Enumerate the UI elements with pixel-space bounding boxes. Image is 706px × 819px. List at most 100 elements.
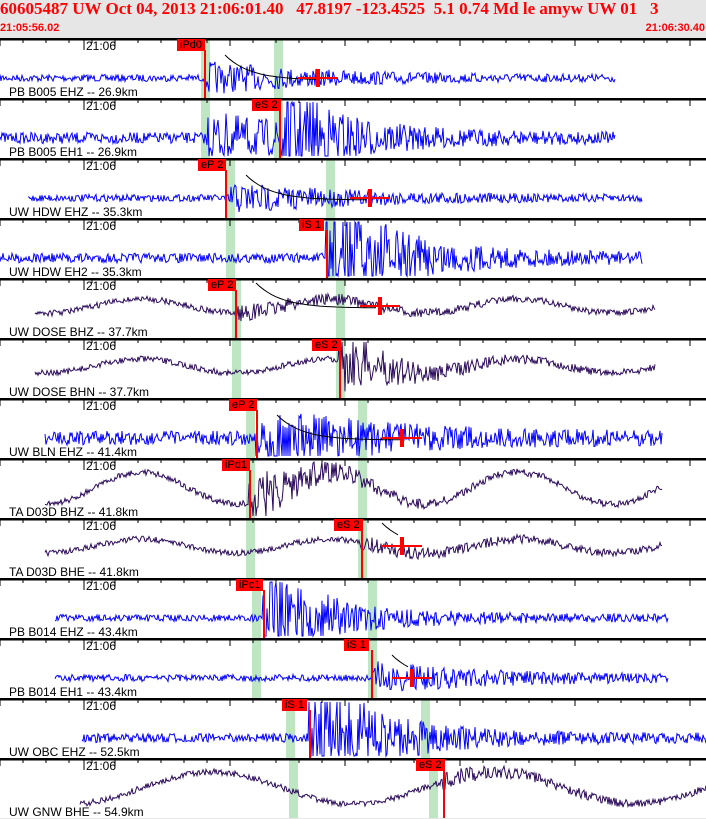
pick-label[interactable]: iPc1 — [236, 579, 264, 591]
pick-label[interactable]: eS 2 — [334, 519, 363, 531]
s-window — [429, 758, 438, 818]
pick-label[interactable]: eP 2 — [198, 159, 227, 171]
amplitude-bar — [410, 669, 414, 687]
waveform — [81, 701, 706, 758]
waveform-plot — [0, 278, 706, 338]
trace-row[interactable]: 21:06 UW OBC EHZ -- 52.5km iS 1 — [0, 698, 706, 759]
amplitude-bar — [400, 537, 404, 555]
time-label: 21:06 — [86, 459, 117, 473]
waveform — [27, 184, 643, 212]
time-label: 21:06 — [86, 519, 117, 533]
p-window — [226, 218, 235, 278]
waveform-plot — [0, 38, 706, 98]
event-title: 60605487 UW Oct 04, 2013 21:06:01.40 47.… — [0, 0, 659, 18]
station-label: TA D03D BHZ -- 41.8km — [9, 505, 139, 519]
p-window — [246, 398, 255, 458]
event-header: 60605487 UW Oct 04, 2013 21:06:01.40 47.… — [0, 0, 706, 38]
pick-label[interactable]: eS 2 — [312, 339, 341, 351]
seismogram-panel[interactable]: 21:06 PB B005 EHZ -- 26.9km iPd0 21:06 PB B0… — [0, 38, 706, 819]
time-label: 21:06 — [86, 759, 117, 773]
waveform — [0, 100, 616, 158]
pick-label[interactable]: eP 2 — [229, 399, 258, 411]
end-time: 21:06:30.40 — [645, 22, 705, 34]
waveform — [54, 661, 669, 692]
p-window — [232, 338, 241, 398]
waveform-plot — [0, 458, 706, 518]
waveform — [79, 764, 706, 809]
time-label: 21:06 — [86, 579, 117, 593]
pick-label[interactable]: iPd0 — [177, 39, 206, 51]
pick-label[interactable]: iS 1 — [282, 699, 307, 711]
coda-curve — [381, 522, 399, 536]
s-window — [336, 278, 345, 338]
s-window — [358, 458, 367, 518]
waveform — [44, 460, 663, 517]
trace-row[interactable]: 21:06 TA D03D BHZ -- 41.8km iPd1 — [0, 458, 706, 519]
waveform-plot — [0, 398, 706, 458]
waveform-plot — [0, 758, 706, 818]
amplitude-bar — [400, 429, 404, 447]
pick-label[interactable]: iS 1 — [299, 219, 324, 231]
amplitude-bar — [378, 297, 382, 315]
station-label: PB B005 EHZ -- 26.9km — [9, 85, 138, 99]
trace-row[interactable]: 21:06 UW DOSE BHZ -- 37.7km eP 2 — [0, 278, 706, 339]
pick-label[interactable]: eS 2 — [252, 99, 281, 111]
waveform-plot — [0, 98, 706, 158]
pick-label[interactable]: eS 2 — [416, 759, 445, 771]
time-label: 21:06 — [86, 279, 117, 293]
coda-curve — [245, 174, 366, 201]
pick-label[interactable]: iPd1 — [222, 459, 251, 471]
station-label: UW DOSE BHZ -- 37.7km — [9, 325, 148, 339]
trace-row[interactable]: 21:06 UW HDW EHZ -- 35.3km eP 2 — [0, 158, 706, 219]
pick-label[interactable]: eP 2 — [208, 279, 237, 291]
waveform — [34, 341, 656, 392]
trace-row[interactable]: 21:06 UW DOSE BHN -- 37.7km eS 2 — [0, 338, 706, 399]
station-label: PB B005 EH1 -- 26.9km — [9, 145, 138, 159]
pick-label[interactable]: iS 1 — [344, 639, 369, 651]
trace-row[interactable]: 21:06 UW HDW EH2 -- 35.3km iS 1 — [0, 218, 706, 279]
trace-row[interactable]: 21:06 UW BLN EHZ -- 41.4km eP 2 — [0, 398, 706, 459]
coda-curve — [276, 414, 401, 441]
s-window — [274, 38, 283, 98]
waveform — [0, 220, 643, 278]
waveform — [34, 292, 656, 322]
station-label: UW HDW EHZ -- 35.3km — [9, 205, 143, 219]
trace-row[interactable]: 21:06 TA D03D BHE -- 41.8km eS 2 — [0, 518, 706, 579]
waveform — [54, 581, 669, 638]
p-window — [246, 518, 255, 578]
start-time: 21:05:56.02 — [0, 22, 60, 34]
amplitude-bar — [368, 189, 372, 207]
station-label: PB B014 EH1 -- 43.4km — [9, 685, 138, 699]
station-label: UW OBC EHZ -- 52.5km — [9, 745, 140, 759]
station-label: UW DOSE BHN -- 37.7km — [9, 385, 150, 399]
time-label: 21:06 — [86, 339, 117, 353]
trace-row[interactable]: 21:06 PB B014 EHZ -- 43.4km iPc1 — [0, 578, 706, 639]
trace-row[interactable]: 21:06 UW GNW BHE -- 54.9km eS 2 — [0, 758, 706, 819]
s-window — [368, 578, 377, 638]
s-window — [274, 98, 283, 158]
station-label: UW HDW EH2 -- 35.3km — [9, 265, 142, 279]
p-window — [286, 698, 295, 758]
trace-row[interactable]: 21:06 PB B005 EHZ -- 26.9km iPd0 — [0, 38, 706, 99]
s-window — [326, 158, 335, 218]
amplitude-bar — [316, 69, 320, 87]
waveform — [44, 533, 663, 561]
waveform-plot — [0, 698, 706, 758]
coda-curve — [391, 654, 409, 668]
waveform-plot — [0, 578, 706, 638]
s-window — [421, 698, 430, 758]
p-window — [289, 758, 298, 818]
trace-row[interactable]: 21:06 PB B005 EH1 -- 26.9km eS 2 — [0, 98, 706, 159]
trace-row[interactable]: 21:06 PB B014 EH1 -- 43.4km iS 1 — [0, 638, 706, 699]
time-label: 21:06 — [86, 159, 117, 173]
waveform — [44, 413, 663, 457]
coda-curve — [255, 282, 376, 309]
time-label: 21:06 — [86, 699, 117, 713]
time-label: 21:06 — [86, 219, 117, 233]
time-label: 21:06 — [86, 39, 117, 53]
station-label: TA D03D BHE -- 41.8km — [9, 565, 139, 579]
waveform-plot — [0, 158, 706, 218]
waveform-plot — [0, 338, 706, 398]
station-label: UW BLN EHZ -- 41.4km — [9, 445, 138, 459]
time-label: 21:06 — [86, 99, 117, 113]
